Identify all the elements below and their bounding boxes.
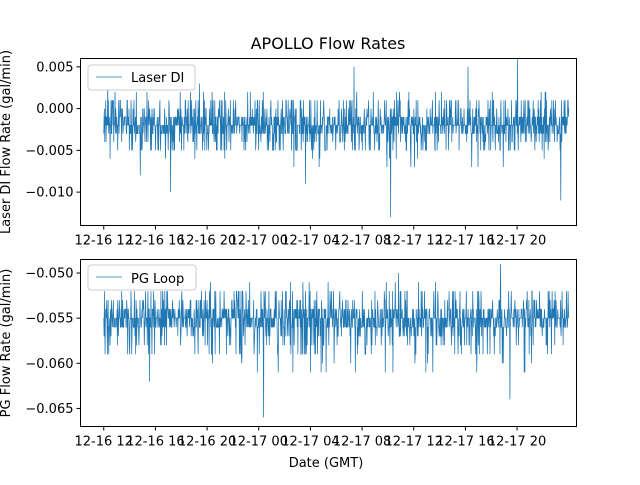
x-tick-label: 12-17 08 <box>333 435 391 450</box>
x-tick-label: 12-16 12 <box>75 435 133 450</box>
x-axis-label: Date (GMT) <box>289 456 364 471</box>
laser-di-series-line <box>103 58 570 218</box>
chart-title: APOLLO Flow Rates <box>251 34 406 53</box>
x-tick-label: 12-16 20 <box>178 234 236 249</box>
y-tick-label: −0.060 <box>25 357 73 372</box>
legend-label-pg-loop: PG Loop <box>131 272 184 287</box>
x-tick-label: 12-17 20 <box>488 435 546 450</box>
x-tick-label: 12-17 00 <box>230 435 288 450</box>
x-tick-label: 12-17 12 <box>385 435 443 450</box>
panel-pg-loop-frame <box>80 259 577 427</box>
x-tick-label: 12-17 00 <box>230 234 288 249</box>
pg-loop-legend: PG Loop <box>87 264 197 291</box>
pg-loop-y-axis-label: PG Flow Rate (gal/min) <box>0 269 14 418</box>
y-tick-label: −0.005 <box>25 144 73 159</box>
legend-box <box>87 64 196 91</box>
legend-label-laser-di: Laser DI <box>131 71 184 86</box>
pg-loop-series-line <box>103 264 570 418</box>
x-tick-label: 12-17 12 <box>385 234 443 249</box>
series-line <box>103 58 570 218</box>
x-tick-label: 12-16 20 <box>178 435 236 450</box>
series-line <box>103 264 570 418</box>
laser-di-y-ticks: 0.005 0.000 −0.005 −0.010 <box>25 60 81 201</box>
y-tick-label: −0.055 <box>25 312 73 327</box>
x-tick-label: 12-16 16 <box>126 435 184 450</box>
y-tick-label: 0.000 <box>36 102 73 117</box>
x-tick-label: 12-16 16 <box>126 234 184 249</box>
x-tick-label: 12-16 12 <box>75 234 133 249</box>
x-tick-label: 12-17 16 <box>436 234 494 249</box>
y-tick-label: −0.065 <box>25 402 73 417</box>
pg-loop-y-ticks: −0.050 −0.055 −0.060 −0.065 <box>25 267 81 417</box>
x-tick-label: 12-17 16 <box>436 435 494 450</box>
laser-di-legend: Laser DI <box>87 64 196 91</box>
x-tick-label: 12-17 08 <box>333 234 391 249</box>
y-tick-label: 0.005 <box>36 60 73 75</box>
x-tick-label: 12-17 04 <box>281 435 339 450</box>
laser-di-y-axis-label: Laser DI Flow Rate (gal/min) <box>0 50 14 234</box>
panel-laser-di-frame <box>80 58 577 226</box>
y-tick-label: −0.010 <box>25 186 73 201</box>
y-tick-label: −0.050 <box>25 267 73 282</box>
legend-box <box>87 264 197 291</box>
x-tick-label: 12-17 04 <box>281 234 339 249</box>
x-tick-label: 12-17 20 <box>488 234 546 249</box>
